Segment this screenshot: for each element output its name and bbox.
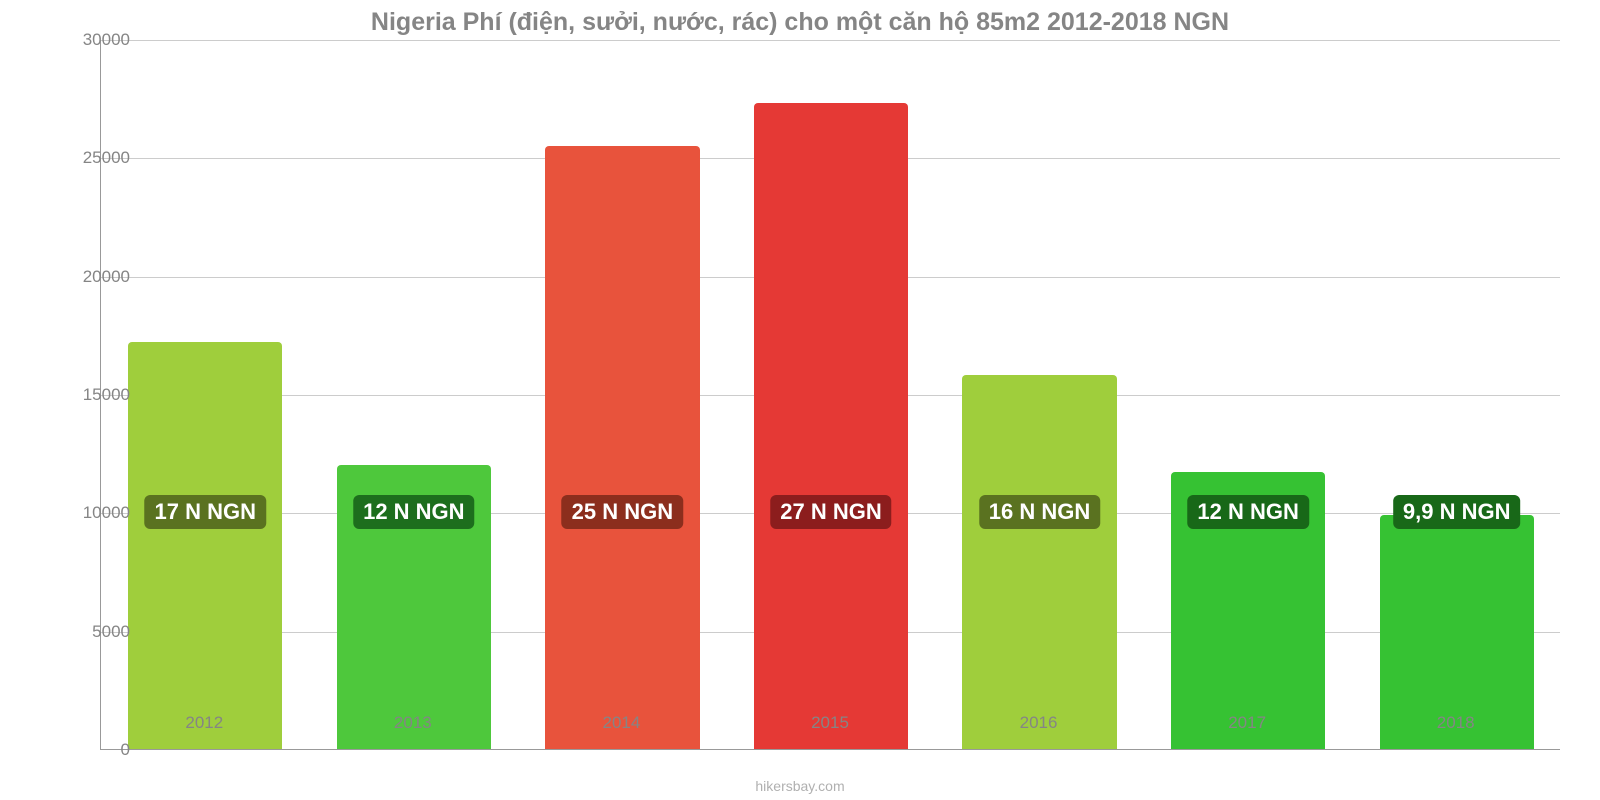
bar: 25 N NGN xyxy=(545,146,699,750)
chart-title: Nigeria Phí (điện, sưởi, nước, rác) cho … xyxy=(0,0,1600,37)
bar-value-label: 12 N NGN xyxy=(353,495,474,529)
x-tick-label: 2018 xyxy=(1437,713,1475,733)
x-tick-label: 2015 xyxy=(811,713,849,733)
bar: 12 N NGN xyxy=(337,465,491,749)
x-tick-label: 2017 xyxy=(1228,713,1266,733)
x-tick-label: 2012 xyxy=(185,713,223,733)
bar-value-label: 17 N NGN xyxy=(145,495,266,529)
y-tick-label: 10000 xyxy=(60,503,130,523)
bar-value-label: 12 N NGN xyxy=(1187,495,1308,529)
y-tick-label: 20000 xyxy=(60,267,130,287)
bar-value-label: 16 N NGN xyxy=(979,495,1100,529)
y-tick-label: 25000 xyxy=(60,148,130,168)
credit-text: hikersbay.com xyxy=(755,778,844,794)
bar: 17 N NGN xyxy=(128,342,282,749)
x-tick-label: 2013 xyxy=(394,713,432,733)
x-tick-label: 2016 xyxy=(1020,713,1058,733)
bar: 27 N NGN xyxy=(754,103,908,749)
bar: 12 N NGN xyxy=(1171,472,1325,749)
y-tick-label: 0 xyxy=(60,740,130,760)
x-tick-label: 2014 xyxy=(603,713,641,733)
bar: 16 N NGN xyxy=(962,375,1116,749)
bar-value-label: 9,9 N NGN xyxy=(1393,495,1521,529)
y-tick-label: 5000 xyxy=(60,622,130,642)
bar-value-label: 27 N NGN xyxy=(770,495,891,529)
y-tick-label: 15000 xyxy=(60,385,130,405)
plot-area: 17 N NGN 12 N NGN 25 N NGN 27 N NGN 16 N NGN… xyxy=(100,40,1560,750)
y-tick-label: 30000 xyxy=(60,30,130,50)
bar-value-label: 25 N NGN xyxy=(562,495,683,529)
grid-line xyxy=(101,40,1560,41)
